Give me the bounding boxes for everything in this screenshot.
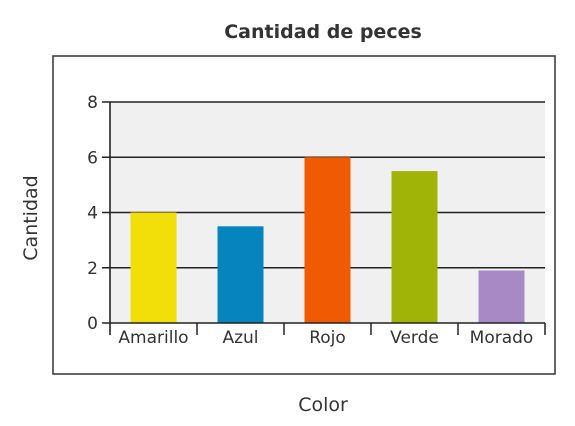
y-axis-title: Cantidad <box>20 175 42 260</box>
bar-azul <box>217 226 264 323</box>
y-tick-label: 6 <box>87 148 98 168</box>
axes <box>109 102 546 335</box>
y-tick-label: 0 <box>87 314 98 334</box>
x-tick-label: Morado <box>470 328 534 348</box>
x-tick-label: Amarillo <box>118 328 188 348</box>
bar-rojo <box>304 157 351 323</box>
bar-verde <box>391 171 438 323</box>
x-axis-title: Color <box>298 394 348 416</box>
bars <box>130 157 525 323</box>
x-tick-label: Rojo <box>309 328 346 348</box>
bar-amarillo <box>130 212 177 323</box>
y-tick-label: 2 <box>87 259 98 279</box>
chart-title: Cantidad de peces <box>224 21 422 43</box>
y-tick-label: 4 <box>87 204 98 224</box>
y-tick-label: 8 <box>87 93 98 113</box>
bar-morado <box>478 270 525 323</box>
x-tick-labels: Amarillo Azul Rojo Verde Morado <box>118 328 533 348</box>
x-tick-label: Verde <box>390 328 439 348</box>
y-tick-labels: 0 2 4 6 8 <box>87 93 98 334</box>
x-tick-label: Azul <box>222 328 258 348</box>
